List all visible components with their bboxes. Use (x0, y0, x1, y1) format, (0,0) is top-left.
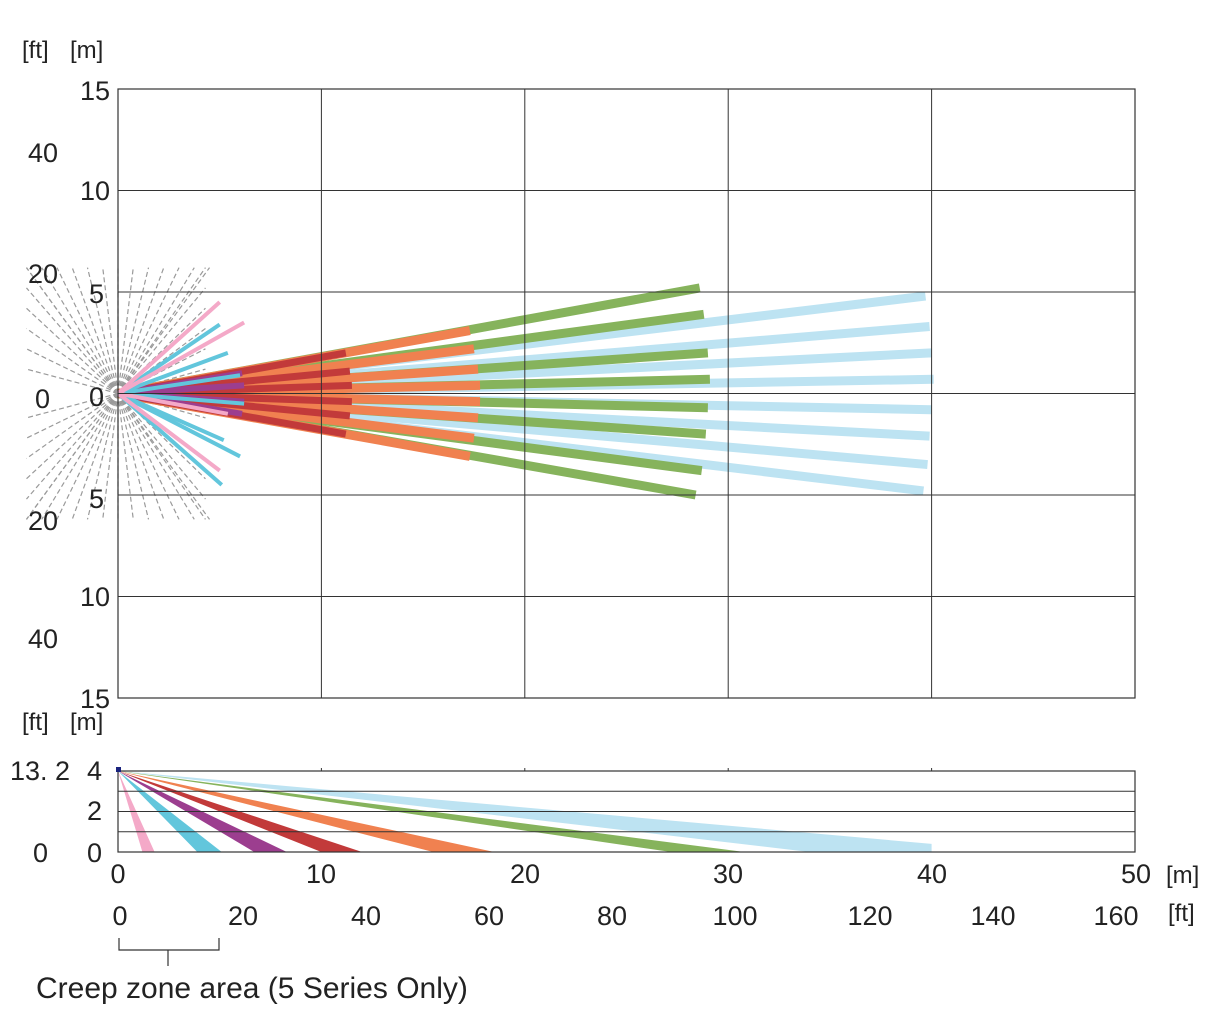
sensor-mount-marker (116, 767, 121, 772)
top-y-ft-label: 20 (28, 259, 58, 289)
x-m-label: 20 (510, 859, 540, 889)
side-y-m-label: 2 (87, 796, 102, 826)
side-y-ft-label: 13. 2 (10, 756, 70, 786)
pink-beam (117, 391, 229, 416)
x-ft-label: 140 (970, 901, 1015, 931)
top-y-ft-label: 20 (28, 506, 58, 536)
side-y-m-label: 4 (87, 756, 102, 786)
top-y-ft-label: 0 (35, 384, 50, 414)
creep-zone-ray (86, 267, 119, 394)
x-ft-label: 40 (351, 901, 381, 931)
cyan-beam (117, 373, 241, 396)
x-m-label: 30 (713, 859, 743, 889)
top-y-m-label: 5 (89, 484, 104, 514)
creep-zone-ray (102, 393, 119, 520)
creep-zone-ray (26, 393, 119, 459)
top-y-m-label: 0 (89, 382, 104, 412)
side-unit-m: [m] (70, 709, 103, 736)
creep-zone-ray (117, 393, 195, 520)
creep-zone-ray (56, 267, 119, 394)
creep-zone-ray (117, 393, 180, 520)
x-m-label: 50 (1121, 859, 1151, 889)
creep-zone-ray (25, 393, 119, 520)
creep-zone-ray (117, 393, 206, 520)
creep-zone-ray (41, 267, 119, 394)
top-view-grid (117, 88, 1136, 699)
side-view-grid (117, 768, 1136, 853)
cyan-beam (117, 391, 241, 459)
creep-zone-ray (25, 267, 119, 394)
x-m-label: 0 (110, 859, 125, 889)
x-ft-label: 160 (1093, 901, 1138, 931)
top-view-beams (116, 283, 934, 500)
x-ft-label: 100 (712, 901, 757, 931)
creep-zone-ray (117, 287, 206, 394)
side-unit-ft: [ft] (22, 709, 49, 736)
creep-zone-ray (26, 393, 119, 480)
creep-zone-ray (117, 393, 150, 520)
creep-zone-ray (117, 393, 206, 500)
x-ft-label: 60 (474, 901, 504, 931)
creep-zone-ray (71, 267, 119, 394)
side-y-ft-label: 0 (33, 838, 48, 868)
pink-beam (116, 391, 221, 473)
creep-zone-ray (26, 287, 119, 394)
creep-zone-ray (86, 393, 119, 520)
creep-zone-caption: Creep zone area (5 Series Only) (36, 972, 468, 1005)
x-m-label: 10 (306, 859, 336, 889)
top-y-m-label: 10 (80, 582, 110, 612)
creep-zone-ray (26, 348, 119, 395)
creep-zone-ray (117, 267, 134, 394)
creep-zone-ray (26, 393, 119, 500)
cyan-beam (117, 391, 245, 406)
creep-zone-ray (41, 393, 119, 520)
top-unit-m: [m] (70, 37, 103, 64)
creep-zone-ray (117, 368, 206, 395)
creep-zone-ray (117, 267, 150, 394)
cyan-beam (117, 351, 229, 396)
creep-zone-ray (117, 267, 195, 394)
top-unit-ft: [ft] (22, 37, 49, 64)
top-y-m-label: 10 (80, 176, 110, 206)
x-ft-label: 0 (112, 901, 127, 931)
x-m-unit: [m] (1166, 862, 1199, 889)
creep-zone-ray (71, 393, 119, 520)
pink-beam (117, 320, 246, 396)
creep-zone-ray (26, 307, 119, 394)
x-ft-label: 120 (847, 901, 892, 931)
top-y-ft-label: 40 (28, 138, 58, 168)
side-y-m-label: 0 (87, 838, 102, 868)
x-ft-label: 80 (597, 901, 627, 931)
creep-zone-bracket (118, 938, 220, 966)
pink-beam (116, 300, 222, 395)
top-y-m-label: 15 (80, 76, 110, 106)
creep-zone-ray (117, 267, 206, 394)
creep-zone-ray (117, 392, 206, 419)
x-m-label: 40 (917, 859, 947, 889)
x-ft-label: 20 (228, 901, 258, 931)
top-y-m-label: 15 (80, 684, 110, 714)
creep-zone-ray (117, 267, 165, 394)
creep-zone-ray (26, 392, 119, 439)
creep-zone-ray (26, 328, 119, 394)
x-ft-unit: [ft] (1168, 900, 1195, 927)
creep-zone-ray (102, 267, 119, 394)
creep-zone-ray (117, 393, 165, 520)
creep-zone-ray (117, 393, 134, 520)
creep-zone-ray (56, 393, 119, 520)
creep-zone-ray (117, 267, 180, 394)
top-y-ft-label: 40 (28, 624, 58, 654)
top-y-m-label: 5 (89, 279, 104, 309)
